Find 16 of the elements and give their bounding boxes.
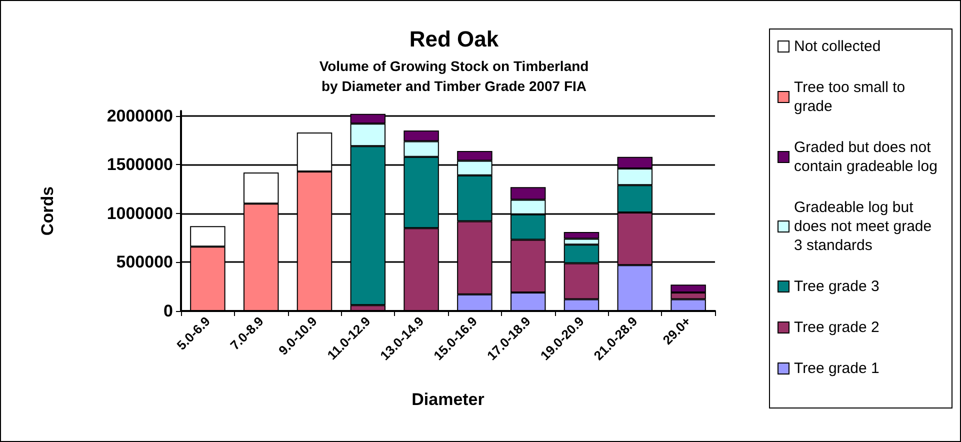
legend-label: Graded but does not contain gradeable log (794, 139, 938, 175)
chart-subtitle: Volume of Growing Stock on Timberland by Diameter and Timber Grade 2007 FIA (319, 58, 589, 94)
legend-label: Gradeable log but does not meet grade 3 standards (794, 199, 936, 254)
legend-label: Not collected (794, 38, 881, 55)
y-tick-label: 1000000 (106, 204, 173, 223)
legend-label: Tree grade 1 (794, 360, 880, 377)
legend-label: Tree too small to grade (794, 79, 910, 115)
legend-label: Tree grade 3 (794, 278, 880, 295)
y-tick-label: 500000 (116, 252, 173, 272)
x-axis-title: Diameter (412, 390, 485, 409)
chart-title: Red Oak (409, 26, 500, 52)
legend-label: Tree grade 2 (794, 319, 880, 336)
y-tick-label: 1500000 (106, 155, 173, 174)
y-tick-label: 0 (164, 302, 173, 320)
y-axis-title: Cords (38, 186, 57, 236)
y-tick-label: 2000000 (106, 106, 173, 126)
